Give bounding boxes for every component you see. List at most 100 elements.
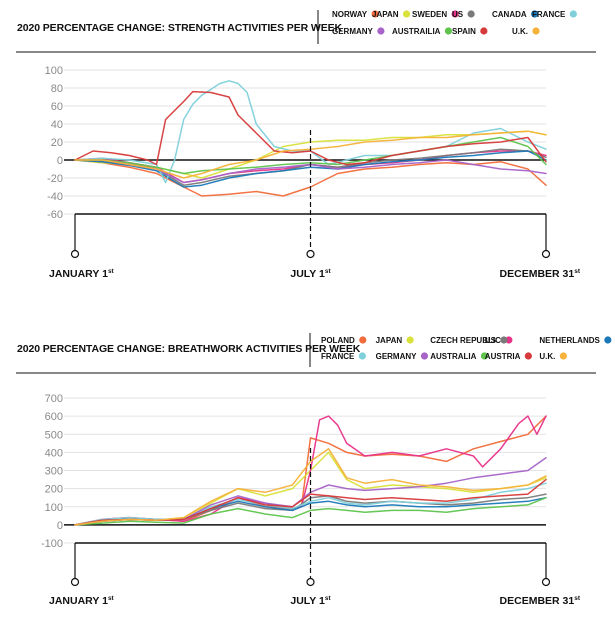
y-tick-label: 0	[57, 155, 63, 167]
chart-title: 2020 PERCENTAGE CHANGE: BREATHWORK ACTIV…	[17, 343, 361, 355]
chart-1: 2020 PERCENTAGE CHANGE: STRENGTH ACTIVIT…	[16, 10, 596, 280]
legend-item: GERMANY	[332, 27, 385, 36]
y-tick-label: 0	[57, 520, 63, 532]
legend-swatch	[480, 27, 488, 35]
legend-swatch	[500, 336, 508, 344]
legend-item: CZECH REPUBLIC	[430, 336, 513, 345]
x-marker-label: DECEMBER 31st	[500, 268, 581, 280]
y-tick-label: 20	[51, 137, 63, 149]
y-tick-label: 100	[45, 502, 63, 514]
legend-label: AUSTRIA	[485, 352, 521, 361]
y-tick-label: 60	[51, 101, 63, 113]
legend-label: FRANCE	[321, 352, 355, 361]
legend-label: CZECH REPUBLIC	[430, 336, 501, 345]
y-tick-label: 200	[45, 484, 63, 496]
timeline-node	[70, 249, 80, 259]
y-tick-label: -60	[47, 209, 63, 221]
legend-swatch	[532, 27, 540, 35]
legend-item: U.K.	[512, 27, 540, 36]
legend-label: AUSTRAILIA	[392, 27, 441, 36]
legend-item: NORWAY	[332, 10, 379, 19]
legend-item: AUSTRALIA	[430, 352, 489, 361]
legend-label: NETHERLANDS	[539, 336, 600, 345]
legend-swatch	[467, 10, 475, 18]
chart-title: 2020 PERCENTAGE CHANGE: STRENGTH ACTIVIT…	[17, 22, 343, 34]
y-tick-label: -100	[41, 538, 63, 550]
legend-item: U.K.	[539, 352, 568, 361]
legend-swatch	[505, 336, 513, 344]
legend-item: JAPAN	[372, 10, 411, 19]
legend-label: US	[485, 336, 497, 345]
legend-label: NORWAY	[332, 10, 368, 19]
legend-swatch	[359, 336, 367, 344]
series-group	[74, 415, 547, 526]
legend-label: US	[452, 10, 464, 19]
y-tick-label: -20	[47, 173, 63, 185]
y-tick-label: 80	[51, 83, 63, 95]
legend-item: POLAND	[321, 336, 367, 345]
series-line	[74, 415, 547, 526]
legend-label: GERMANY	[332, 27, 374, 36]
legend-swatch	[377, 27, 385, 35]
y-tick-label: 600	[45, 411, 63, 423]
legend-swatch	[480, 352, 489, 360]
legend-label: GERMANY	[376, 352, 418, 361]
legend: NORWAY JAPAN SWEDEN US CANADA FRANCE GERMANY AU…	[332, 10, 577, 36]
legend-item: FRANCE	[532, 10, 577, 19]
x-marker-label: JANUARY 1st	[49, 268, 115, 280]
legend-item: JAPAN	[376, 336, 414, 345]
legend-swatch	[451, 10, 459, 18]
legend-label: POLAND	[321, 336, 355, 345]
legend-swatch	[604, 336, 612, 344]
y-tick-label: -40	[47, 191, 63, 203]
legend-swatch	[358, 352, 366, 360]
series-line	[74, 496, 547, 526]
legend-item: AUSTRAILIA	[392, 27, 453, 36]
legend-swatch	[402, 10, 411, 18]
series-line	[74, 90, 547, 166]
chart-2: 2020 PERCENTAGE CHANGE: BREATHWORK ACTIV…	[16, 333, 612, 607]
legend-item: SPAIN	[452, 27, 488, 36]
legend-swatch	[569, 10, 577, 18]
y-tick-label: 40	[51, 119, 63, 131]
x-marker-label: JULY 1st	[290, 595, 331, 607]
legend-swatch	[420, 352, 429, 360]
legend-swatch	[559, 352, 568, 360]
timeline-node	[306, 577, 315, 587]
timeline-node	[541, 249, 551, 259]
legend-item: NETHERLANDS	[539, 336, 612, 345]
legend-item: GERMANY	[376, 352, 429, 361]
y-tick-label: 400	[45, 447, 63, 459]
legend-swatch	[531, 10, 539, 18]
x-marker-label: DECEMBER 31st	[500, 595, 581, 607]
series-line	[74, 448, 547, 526]
legend-label: JAPAN	[376, 336, 403, 345]
legend-item: US	[452, 10, 475, 19]
legend-item: FRANCE	[321, 352, 366, 361]
legend-swatch	[406, 336, 414, 344]
legend-label: SPAIN	[452, 27, 476, 36]
legend-label: AUSTRALIA	[430, 352, 476, 361]
legend-item: SWEDEN	[412, 10, 459, 19]
legend-swatch	[371, 10, 379, 18]
timeline-node	[541, 577, 551, 587]
legend-swatch	[524, 352, 532, 360]
legend-label: JAPAN	[372, 10, 399, 19]
x-marker-label: JANUARY 1st	[49, 595, 115, 607]
legend-label: CANADA	[492, 10, 527, 19]
legend-item: US	[485, 336, 508, 345]
legend-item: CANADA	[492, 10, 539, 19]
legend-label: FRANCE	[532, 10, 566, 19]
series-line	[74, 150, 547, 188]
legend-item: AUSTRIA	[485, 352, 532, 361]
y-tick-label: 700	[45, 393, 63, 405]
legend-label: U.K.	[512, 27, 528, 36]
legend-label: SWEDEN	[412, 10, 447, 19]
y-tick-label: 300	[45, 466, 63, 478]
timeline-node	[306, 249, 315, 259]
y-tick-label: 500	[45, 429, 63, 441]
y-tick-label: 100	[45, 65, 63, 77]
x-marker-label: JULY 1st	[290, 268, 331, 280]
